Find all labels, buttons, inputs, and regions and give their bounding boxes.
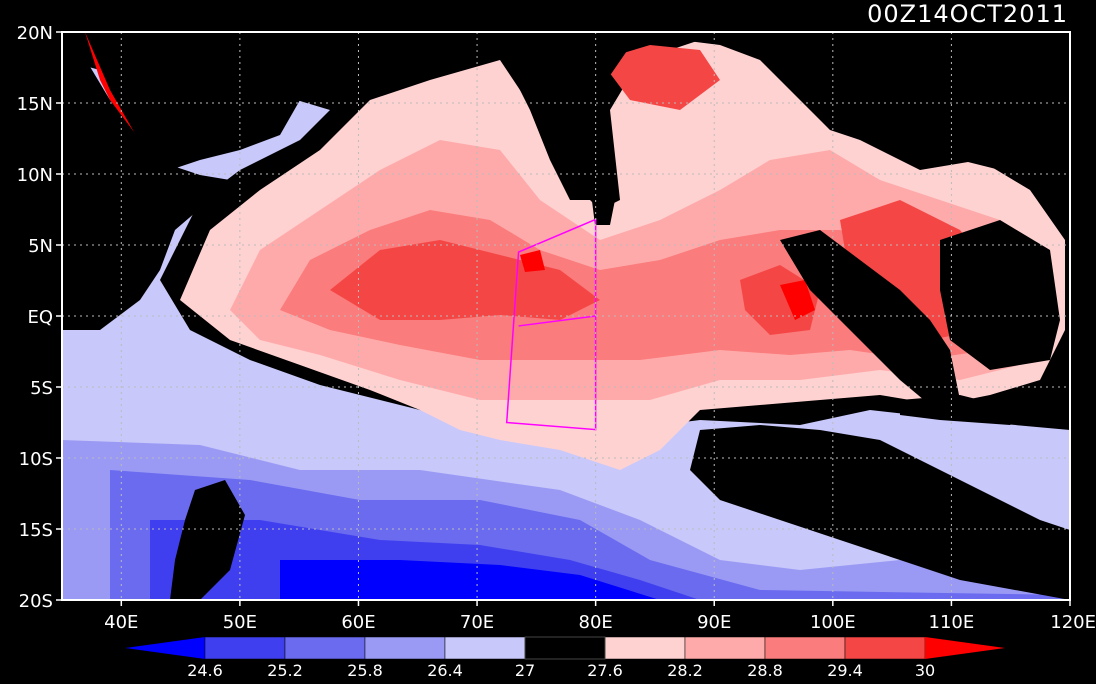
sst-band (600, 45, 720, 110)
land (900, 395, 1030, 425)
lat-tick-label: 10N (17, 165, 53, 186)
sst-band (520, 250, 545, 272)
colorbar-segment (844, 636, 926, 660)
land (780, 230, 960, 405)
lon-tick-label: 100E (810, 612, 856, 633)
lon-tick-label: 70E (460, 612, 494, 633)
lat-tick-label: 15S (19, 520, 53, 541)
colorbar-label: 30 (915, 661, 935, 680)
colorbar-segment (444, 636, 526, 660)
colorbar-label: 27.6 (587, 661, 623, 680)
colorbar-label: 24.6 (187, 661, 223, 680)
lon-tick-label: 110E (929, 612, 975, 633)
colorbar-segment (684, 636, 766, 660)
lon-tick-label: 80E (579, 612, 613, 633)
lat-lon-gridlines (62, 32, 1070, 600)
colorbar-label: 26.4 (427, 661, 463, 680)
lon-tick-label: 50E (223, 612, 257, 633)
colorbar-arrow-low (125, 637, 205, 659)
sst-band (330, 240, 600, 320)
lat-tick-label: EQ (27, 307, 53, 328)
colorbar-label: 28.2 (667, 661, 703, 680)
time-label: 00Z14OCT2011 (867, 0, 1068, 28)
colorbar-segment (604, 636, 686, 660)
land (62, 32, 500, 170)
colorbar-segment (524, 636, 606, 660)
colorbar-label: 27 (515, 661, 535, 680)
colorbar-segment (364, 636, 446, 660)
lon-tick-label: 40E (104, 612, 138, 633)
lat-tick-label: 20N (17, 23, 53, 44)
colorbar-label: 25.8 (347, 661, 383, 680)
lat-tick-label: 5S (30, 378, 53, 399)
colorbar-segment (284, 636, 366, 660)
land (980, 80, 1040, 170)
colorbar-black-outline (524, 636, 606, 660)
land (590, 180, 615, 225)
lon-tick-label: 90E (697, 612, 731, 633)
colorbar-label: 28.8 (747, 661, 783, 680)
colorbar-segment (204, 636, 286, 660)
lon-tick-label: 60E (341, 612, 375, 633)
land (690, 425, 1070, 600)
overlay-divider (518, 315, 596, 327)
lat-tick-label: 10S (19, 449, 53, 470)
land (640, 32, 900, 140)
lat-tick-label: 20S (19, 591, 53, 612)
colorbar-label: 29.4 (827, 661, 863, 680)
land (170, 480, 245, 600)
sst-field-layer (62, 32, 1070, 600)
colorbar: 24.6 25.2 25.8 26.4 27 27.6 28.2 28.8 29.4 30 (125, 636, 1005, 680)
lon-tick-label: 120E (1050, 612, 1096, 633)
lat-tick-label: 5N (28, 236, 53, 257)
sst-band (280, 560, 660, 600)
land (940, 220, 1060, 370)
lat-tick-label: 15N (17, 94, 53, 115)
colorbar-segment (764, 636, 846, 660)
land (500, 32, 640, 200)
colorbar-arrow-high (925, 637, 1005, 659)
land (1040, 120, 1070, 200)
axis-ticks: 20N 15N 10N 5N EQ 5S 10S 15S 20S 40E 50E 60E 70E 80E 9… (17, 23, 1096, 633)
land (62, 32, 230, 330)
colorbar-label: 25.2 (267, 661, 303, 680)
sst-band (780, 280, 815, 320)
